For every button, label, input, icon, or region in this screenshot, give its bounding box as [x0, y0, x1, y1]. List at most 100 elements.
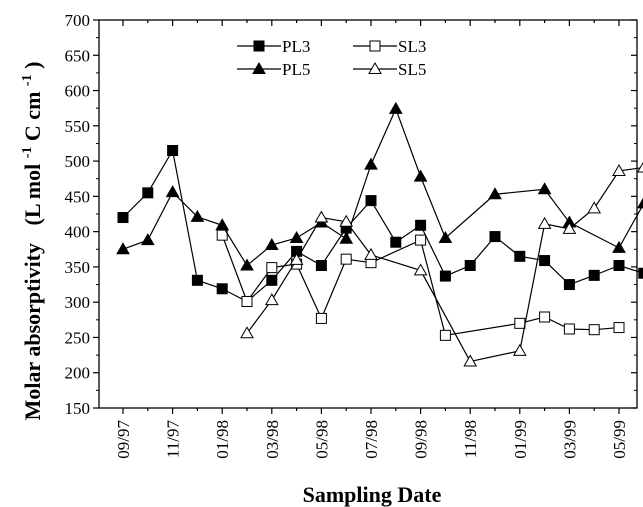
- data-point-pl3: [588, 269, 600, 281]
- data-point-pl5: [488, 187, 502, 200]
- y-axis-title-units: (L mol: [20, 164, 45, 226]
- data-point-pl3: [539, 255, 551, 267]
- data-point-pl5: [339, 231, 354, 244]
- series-line-pl3: [122, 148, 643, 303]
- x-tick-label: 07/98: [362, 420, 381, 459]
- legend-marker-pl5: [252, 61, 266, 74]
- x-tick-label: 03/98: [263, 420, 282, 459]
- data-point-sl3: [266, 262, 278, 274]
- y-axis-title-sup1: -1: [20, 147, 35, 159]
- x-tick-label: 01/98: [213, 420, 232, 459]
- y-axis-title: Molar absorptivity (L mol -1 C cm -1 ): [11, 62, 45, 421]
- data-point-sl5: [512, 343, 527, 356]
- data-point-pl5: [364, 157, 378, 170]
- data-point-pl3: [142, 187, 154, 199]
- data-point-pl3: [315, 259, 327, 271]
- data-point-pl3: [216, 283, 228, 295]
- data-point-pl5: [612, 240, 626, 253]
- data-point-pl3: [563, 279, 575, 291]
- data-point-sl5: [289, 252, 304, 265]
- data-point-sl3: [588, 324, 600, 336]
- data-point-pl3: [415, 219, 427, 231]
- data-point-sl5: [562, 221, 577, 234]
- y-tick-label: 300: [65, 293, 91, 312]
- data-point-sl3: [563, 323, 575, 335]
- data-point-sl5: [264, 293, 279, 306]
- data-point-sl5: [537, 216, 552, 229]
- x-tick-label: 09/97: [114, 420, 133, 459]
- y-tick-label: 450: [65, 187, 91, 206]
- plot-frame: [98, 19, 638, 409]
- y-tick-label: 250: [65, 328, 91, 347]
- legend-item-sl5: SL5: [353, 60, 426, 79]
- data-point-pl3: [191, 274, 203, 286]
- y-axis-title-close: ): [20, 62, 45, 69]
- data-point-pl3: [167, 145, 179, 157]
- x-tick-label: 11/97: [164, 420, 183, 459]
- legend-item-sl3: SL3: [353, 37, 426, 56]
- data-point-pl3: [489, 231, 501, 243]
- data-point-sl5: [240, 326, 254, 339]
- data-point-pl5: [289, 230, 304, 243]
- series-pl3: [117, 145, 643, 307]
- data-point-sl5: [314, 210, 329, 223]
- y-tick-label: 600: [65, 82, 91, 101]
- data-point-pl3: [638, 267, 643, 279]
- data-point-sl3: [241, 295, 253, 307]
- data-point-pl5: [636, 197, 643, 209]
- data-point-pl3: [439, 270, 451, 282]
- data-point-pl5: [165, 185, 180, 198]
- data-point-pl5: [190, 209, 205, 222]
- x-axis-title: Sampling Date: [303, 482, 442, 507]
- data-point-pl5: [240, 258, 254, 271]
- data-point-pl5: [116, 242, 130, 255]
- data-point-pl5: [537, 182, 552, 195]
- x-tick-label: 03/99: [560, 420, 579, 459]
- legend-marker-sl3: [369, 40, 381, 52]
- data-point-sl5: [636, 161, 643, 173]
- y-tick-label: 700: [65, 11, 91, 30]
- data-point-pl3: [613, 259, 625, 271]
- y-tick-label: 200: [65, 364, 91, 383]
- data-point-pl3: [266, 274, 278, 286]
- data-point-pl5: [140, 233, 155, 246]
- y-tick-label: 500: [65, 152, 91, 171]
- data-point-sl5: [413, 263, 428, 276]
- y-tick-label: 150: [65, 399, 91, 418]
- data-point-pl3: [365, 195, 377, 207]
- x-tick-label: 05/98: [312, 420, 331, 459]
- legend-marker-sl5: [368, 61, 382, 74]
- data-point-pl5: [388, 101, 403, 114]
- y-tick-label: 650: [65, 46, 91, 65]
- series-sl3: [216, 229, 625, 341]
- legend-item-pl3: PL3: [237, 37, 310, 56]
- legend-label-sl3: SL3: [398, 37, 426, 56]
- data-point-pl3: [514, 250, 526, 262]
- legend-item-pl5: PL5: [237, 60, 310, 79]
- x-tick-label: 01/99: [511, 420, 530, 459]
- y-tick-label: 400: [65, 223, 91, 242]
- data-point-pl5: [215, 218, 230, 231]
- data-point-sl3: [340, 253, 352, 265]
- data-point-sl3: [315, 312, 327, 324]
- series-pl5: [116, 101, 643, 271]
- x-tick-label: 11/98: [461, 420, 480, 458]
- data-point-pl5: [413, 169, 428, 182]
- data-point-sl3: [613, 322, 625, 334]
- data-point-sl5: [587, 201, 602, 214]
- data-point-pl3: [117, 212, 129, 224]
- data-point-pl3: [390, 236, 402, 248]
- series-line-sl3: [221, 234, 620, 337]
- y-axis-title-main: Molar absorptivity: [20, 243, 45, 420]
- legend-label-sl5: SL5: [398, 60, 426, 79]
- legend-marker-pl3: [253, 40, 265, 52]
- data-point-sl3: [539, 311, 551, 323]
- y-axis-title-sup2: -1: [20, 74, 35, 86]
- legend-label-pl5: PL5: [282, 60, 310, 79]
- x-tick-label: 05/99: [610, 420, 629, 459]
- data-point-pl3: [464, 259, 476, 271]
- data-point-pl5: [264, 238, 279, 251]
- series-sl5: [240, 161, 643, 367]
- y-tick-label: 350: [65, 258, 91, 277]
